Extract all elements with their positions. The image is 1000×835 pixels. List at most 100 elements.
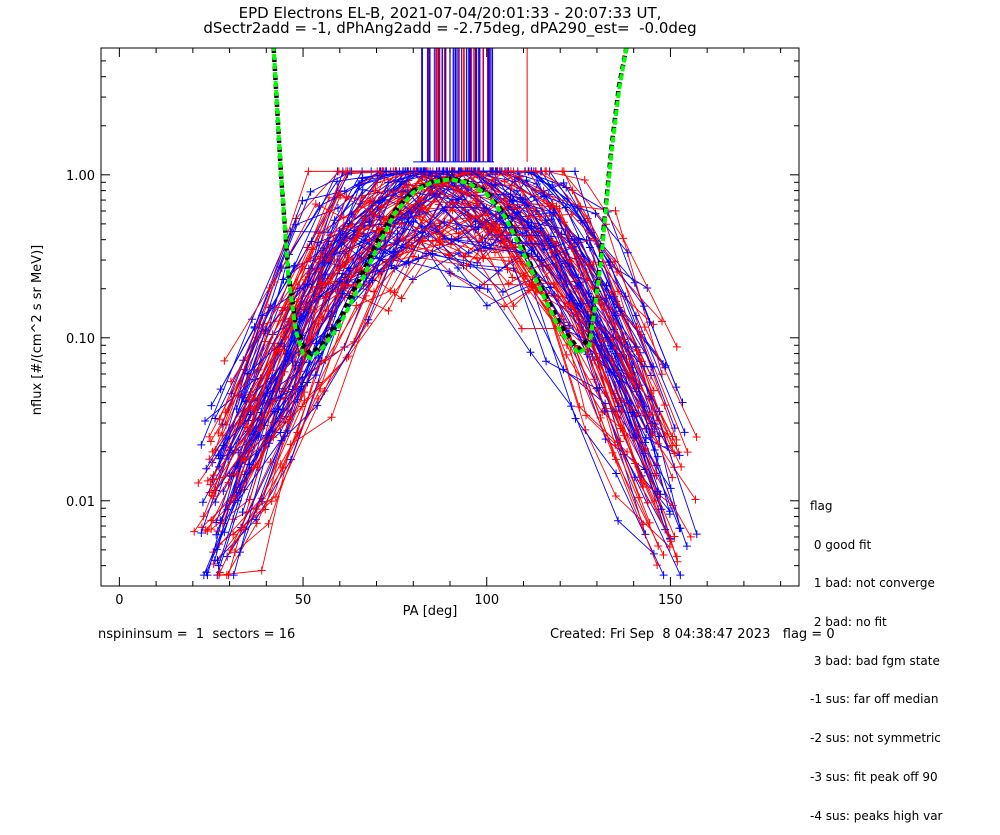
data-point	[472, 254, 481, 263]
data-point	[215, 571, 224, 580]
data-point	[654, 542, 663, 551]
data-point	[692, 530, 701, 539]
data-point	[670, 449, 679, 458]
data-point	[426, 167, 435, 176]
data-point	[500, 302, 509, 311]
data-point	[202, 464, 211, 473]
data-point	[585, 317, 594, 326]
data-point	[643, 498, 652, 507]
data-point	[369, 287, 378, 296]
data-point	[549, 208, 558, 217]
data-point	[304, 167, 313, 176]
legend-entry: 1 bad: not converge	[810, 576, 935, 591]
data-point	[502, 200, 511, 209]
data-point	[361, 291, 370, 300]
data-point	[503, 265, 512, 274]
data-point	[614, 402, 623, 411]
data-point	[227, 377, 236, 386]
x-tick-label: 0	[115, 593, 123, 608]
legend-title: flag	[810, 498, 833, 513]
data-point	[677, 462, 686, 471]
data-point	[424, 232, 433, 241]
data-point	[335, 277, 344, 286]
x-tick-label: 100	[474, 593, 499, 608]
data-point	[209, 475, 218, 484]
data-point	[618, 311, 627, 320]
data-point	[377, 202, 386, 211]
data-point	[335, 261, 344, 270]
data-point	[500, 177, 509, 186]
data-point	[317, 278, 326, 287]
data-point	[502, 223, 511, 232]
data-point	[565, 293, 574, 302]
data-point	[486, 226, 495, 235]
data-point	[441, 203, 450, 212]
data-point	[600, 388, 609, 397]
data-point	[365, 217, 374, 226]
data-point	[209, 560, 218, 569]
x-tick-label: 50	[295, 593, 312, 608]
data-point	[198, 498, 207, 507]
data-point	[608, 448, 617, 457]
data-point	[625, 355, 634, 364]
data-point	[261, 326, 270, 335]
fit-curve	[271, 48, 629, 361]
data-point	[358, 174, 367, 183]
data-point	[616, 437, 625, 446]
data-point	[491, 180, 500, 189]
data-point	[542, 357, 551, 366]
data-point	[568, 186, 577, 195]
data-point	[479, 244, 488, 253]
data-point	[634, 401, 643, 410]
data-point	[561, 203, 570, 212]
data-point	[611, 440, 620, 449]
data-point	[691, 495, 700, 504]
data-point	[298, 402, 307, 411]
data-point	[236, 548, 245, 557]
legend-entry: 0 good fit	[810, 537, 872, 552]
data-point	[224, 478, 233, 487]
y-tick-label: 1.00	[66, 169, 95, 184]
data-point	[250, 404, 259, 413]
data-point	[264, 519, 273, 528]
data-point	[660, 401, 669, 410]
data-point	[234, 448, 243, 457]
x-axis-label: PA [deg]	[402, 604, 458, 619]
data-point	[559, 178, 568, 187]
data-point	[286, 227, 295, 236]
data-point	[277, 436, 286, 445]
data-point	[381, 258, 390, 267]
data-point	[502, 167, 511, 176]
data-point	[596, 337, 605, 346]
data-point	[610, 257, 619, 266]
data-point	[209, 492, 218, 501]
data-point	[274, 405, 283, 414]
profile-line	[219, 224, 674, 573]
profile-line	[229, 236, 646, 535]
data-point	[670, 532, 679, 541]
data-point	[668, 473, 677, 482]
data-point	[250, 393, 259, 402]
data-point	[692, 432, 701, 441]
data-point	[672, 552, 681, 561]
data-point	[570, 167, 579, 176]
data-point	[350, 337, 359, 346]
data-point	[373, 178, 382, 187]
data-point	[190, 527, 199, 536]
data-point	[267, 497, 276, 506]
data-point	[658, 370, 667, 379]
data-point	[649, 362, 658, 371]
data-point	[616, 307, 625, 316]
data-point	[571, 277, 580, 286]
fit-curve	[271, 48, 629, 357]
data-point	[354, 181, 363, 190]
data-point	[384, 306, 393, 315]
data-point	[239, 454, 248, 463]
data-point	[254, 365, 263, 374]
chart-title-line-2: dSectr2add = -1, dPhAng2add = -2.75deg, …	[203, 19, 697, 37]
data-point	[428, 188, 437, 197]
data-point	[291, 361, 300, 370]
data-point	[397, 219, 406, 228]
data-point	[641, 438, 650, 447]
data-point	[285, 415, 294, 424]
